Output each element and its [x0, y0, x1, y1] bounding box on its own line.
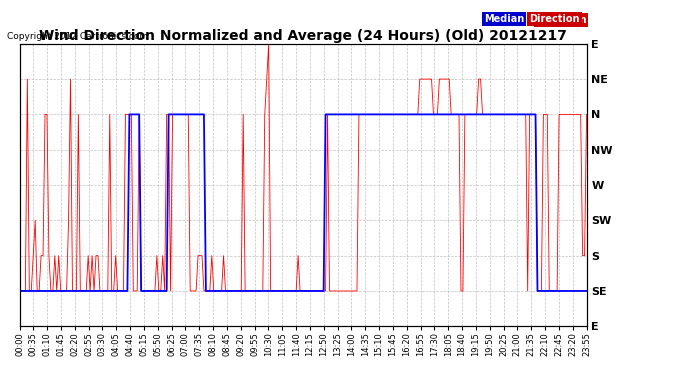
Text: Median: Median [484, 14, 524, 24]
Title: Wind Direction Normalized and Average (24 Hours) (Old) 20121217: Wind Direction Normalized and Average (2… [39, 28, 567, 43]
Text: Direction: Direction [529, 14, 580, 24]
Text: Copyright 2012 Cartronics.com: Copyright 2012 Cartronics.com [7, 32, 148, 41]
Text: Median: Median [546, 15, 586, 26]
Text: Direction: Direction [536, 15, 586, 26]
